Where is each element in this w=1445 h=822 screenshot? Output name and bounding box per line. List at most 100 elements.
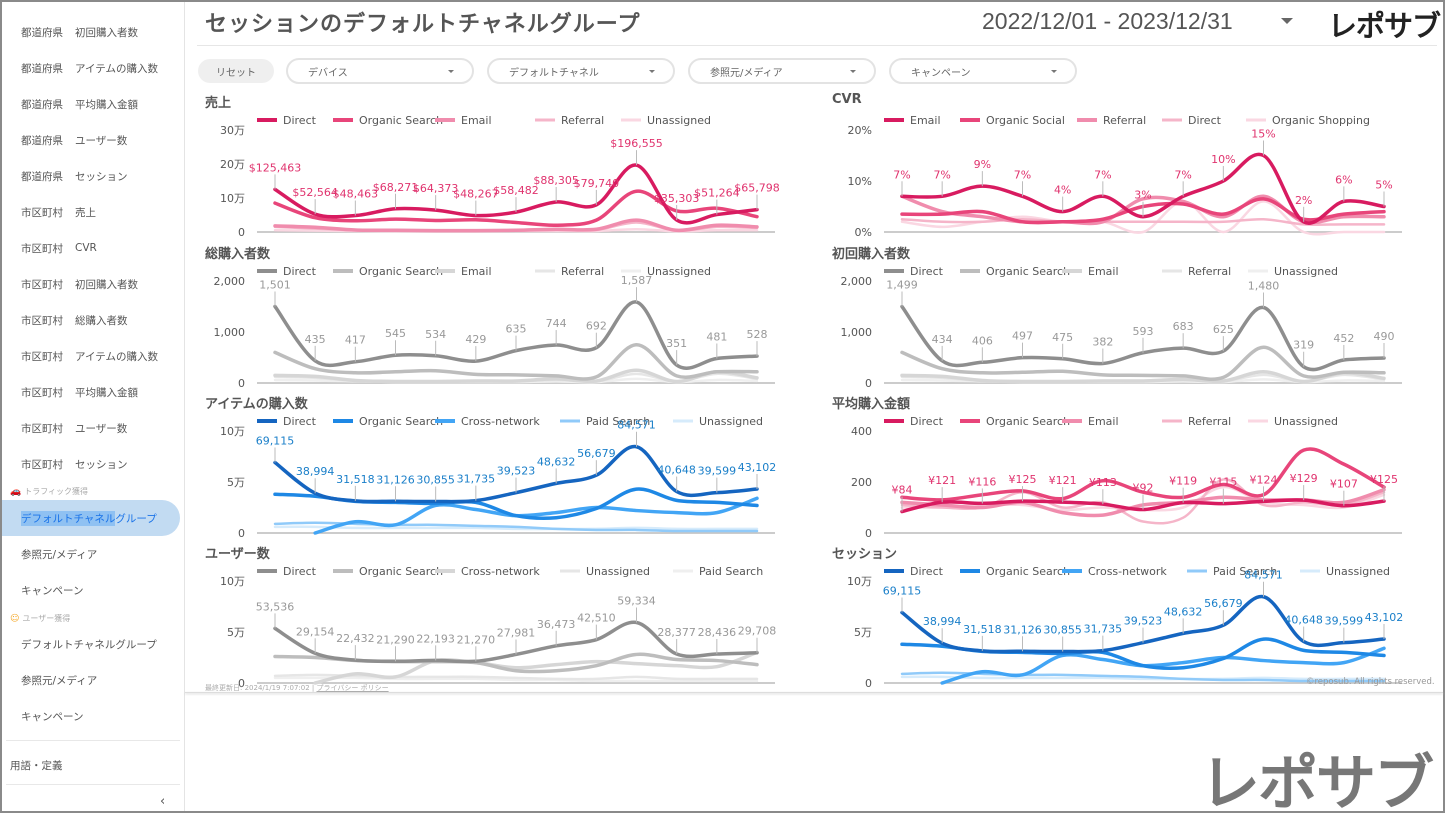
date-range-dropdown-icon[interactable]	[1281, 18, 1293, 24]
reset-button[interactable]: リセット	[198, 59, 274, 83]
legend-item[interactable]: Email	[461, 114, 492, 127]
legend-item[interactable]: Email	[910, 114, 941, 127]
data-label: 9%	[974, 158, 991, 171]
legend-item[interactable]: Organic Search	[359, 415, 443, 428]
legend-item[interactable]: Unassigned	[1326, 565, 1390, 578]
legend-item[interactable]: Email	[1088, 415, 1119, 428]
chart-svg: Direct Organic Search Cross-network Unassig…	[220, 565, 776, 690]
campaign-filter[interactable]: キャンペーン	[889, 58, 1077, 84]
data-label: 7%	[1014, 168, 1031, 181]
legend-item[interactable]: Referral	[1188, 265, 1231, 278]
series-line-organic-search[interactable]	[273, 342, 759, 381]
privacy-policy-link[interactable]: プライバシー ポリシー	[316, 684, 389, 692]
legend-item[interactable]: Unassigned	[1274, 415, 1338, 428]
sidebar-item[interactable]: 都道府県 初回購入者数	[21, 26, 138, 39]
legend-item[interactable]: Organic Search	[986, 415, 1070, 428]
series-line-email[interactable]	[273, 368, 759, 384]
series-line-direct[interactable]	[900, 498, 1386, 514]
sidebar-item-traffic-source-medium[interactable]: 参照元/メディア	[21, 548, 98, 561]
series-line-paid-search[interactable]	[900, 671, 1386, 683]
sidebar-item[interactable]: 市区町村 売上	[21, 206, 96, 219]
sidebar-item[interactable]: 都道府県 平均購入金額	[21, 98, 138, 111]
legend-item[interactable]: Direct	[283, 415, 317, 428]
data-label: $48,267	[453, 188, 499, 201]
legend-item[interactable]: Referral	[1103, 114, 1146, 127]
legend-item[interactable]: Referral	[561, 114, 604, 127]
legend-item[interactable]: Cross-network	[461, 565, 540, 578]
legend-item[interactable]: Unassigned	[1274, 265, 1338, 278]
y-tick-label: 0	[238, 677, 245, 690]
series-line-unassigned[interactable]	[273, 673, 759, 681]
legend-item[interactable]: Organic Search	[986, 565, 1070, 578]
sidebar-item-user-source-medium[interactable]: 参照元/メディア	[21, 674, 98, 687]
legend-item[interactable]: Cross-network	[1088, 565, 1167, 578]
data-label: 417	[345, 334, 366, 347]
series-line-cross-network[interactable]	[313, 650, 759, 685]
legend-item[interactable]: Paid Search	[586, 415, 650, 428]
sidebar-item-glossary[interactable]: 用語・定義	[10, 759, 63, 772]
legend-item[interactable]: Unassigned	[586, 565, 650, 578]
sidebar-item[interactable]: 市区町村 ユーザー数	[21, 422, 128, 435]
report-bottom-divider	[185, 692, 1443, 693]
series-line-cross-network[interactable]	[313, 496, 759, 535]
legend-item[interactable]: Organic Shopping	[1272, 114, 1370, 127]
series-line-email[interactable]	[900, 370, 1386, 384]
series-line-unassigned[interactable]	[900, 675, 1386, 681]
sidebar-item[interactable]: 都道府県 ユーザー数	[21, 134, 128, 147]
legend-item[interactable]: Organic Search	[986, 265, 1070, 278]
series-line-organic-search[interactable]	[900, 345, 1386, 381]
legend-item[interactable]: Paid Search	[1213, 565, 1277, 578]
series-line-cross-network[interactable]	[940, 646, 1386, 685]
sidebar-item-traffic-default-channel-group[interactable]: デフォルトチャネル グループ	[2, 500, 180, 536]
legend-item[interactable]: Unassigned	[647, 114, 711, 127]
legend-item[interactable]: Direct	[283, 565, 317, 578]
sidebar-item-user-default-channel-group[interactable]: デフォルトチャネルグループ	[21, 638, 157, 651]
y-tick-label: 20万	[220, 158, 245, 171]
sidebar-item[interactable]: 市区町村 CVR	[21, 242, 97, 255]
source-medium-filter[interactable]: 参照元/メディア	[688, 58, 876, 84]
series-line-email[interactable]	[273, 218, 759, 233]
chart-title: 売上	[205, 96, 232, 111]
sidebar-item[interactable]: 市区町村 初回購入者数	[21, 278, 138, 291]
sidebar-item-user-campaign[interactable]: キャンペーン	[21, 710, 84, 723]
legend-item[interactable]: Referral	[1188, 415, 1231, 428]
data-label: 31,518	[963, 623, 1002, 636]
y-tick-label: 10万	[220, 192, 245, 205]
legend-item[interactable]: Direct	[910, 415, 944, 428]
sidebar-item[interactable]: 都道府県 アイテムの購入数	[21, 62, 158, 75]
data-label: ¥107	[1330, 478, 1358, 491]
series-line-direct[interactable]	[900, 217, 1386, 226]
legend-item[interactable]: Cross-network	[461, 415, 540, 428]
section-user-acquisition: ☺ ユーザー獲得	[10, 613, 71, 624]
sidebar-item[interactable]: 市区町村 アイテムの購入数	[21, 350, 158, 363]
default-channel-filter[interactable]: デフォルトチャネル	[487, 58, 675, 84]
legend-item[interactable]: Direct	[1188, 114, 1222, 127]
y-tick-label: 10万	[220, 425, 245, 438]
sidebar-item[interactable]: 都道府県 セッション	[21, 170, 128, 183]
legend-item[interactable]: Organic Search	[359, 114, 443, 127]
legend-item[interactable]: Email	[1088, 265, 1119, 278]
legend-item[interactable]: Unassigned	[647, 265, 711, 278]
series-line-paid-search[interactable]	[273, 676, 759, 683]
legend-item[interactable]: Direct	[910, 265, 944, 278]
legend-item[interactable]: Direct	[283, 265, 317, 278]
legend-item[interactable]: Direct	[283, 114, 317, 127]
legend-item[interactable]: Referral	[561, 265, 604, 278]
legend-item[interactable]: Email	[461, 265, 492, 278]
legend-item[interactable]: Unassigned	[699, 415, 763, 428]
collapse-sidebar-button[interactable]: ‹	[160, 794, 165, 809]
sidebar-item[interactable]: 市区町村 平均購入金額	[21, 386, 138, 399]
legend-item[interactable]: Organic Social	[986, 114, 1065, 127]
legend-item[interactable]: Direct	[910, 565, 944, 578]
device-filter[interactable]: デバイス	[286, 58, 474, 84]
date-range-picker[interactable]: 2022/12/01 - 2023/12/31	[982, 8, 1233, 34]
sidebar-item[interactable]: 市区町村 セッション	[21, 458, 128, 471]
sidebar-item-traffic-campaign[interactable]: キャンペーン	[21, 584, 84, 597]
series-line-paid-search[interactable]	[273, 521, 759, 533]
legend-item[interactable]: Organic Search	[359, 265, 443, 278]
legend-item[interactable]: Organic Search	[359, 565, 443, 578]
y-tick-label: 30万	[220, 124, 245, 137]
legend-item[interactable]: Paid Search	[699, 565, 763, 578]
sidebar-item[interactable]: 市区町村 総購入者数	[21, 314, 128, 327]
series-line-unassigned[interactable]	[273, 525, 759, 531]
